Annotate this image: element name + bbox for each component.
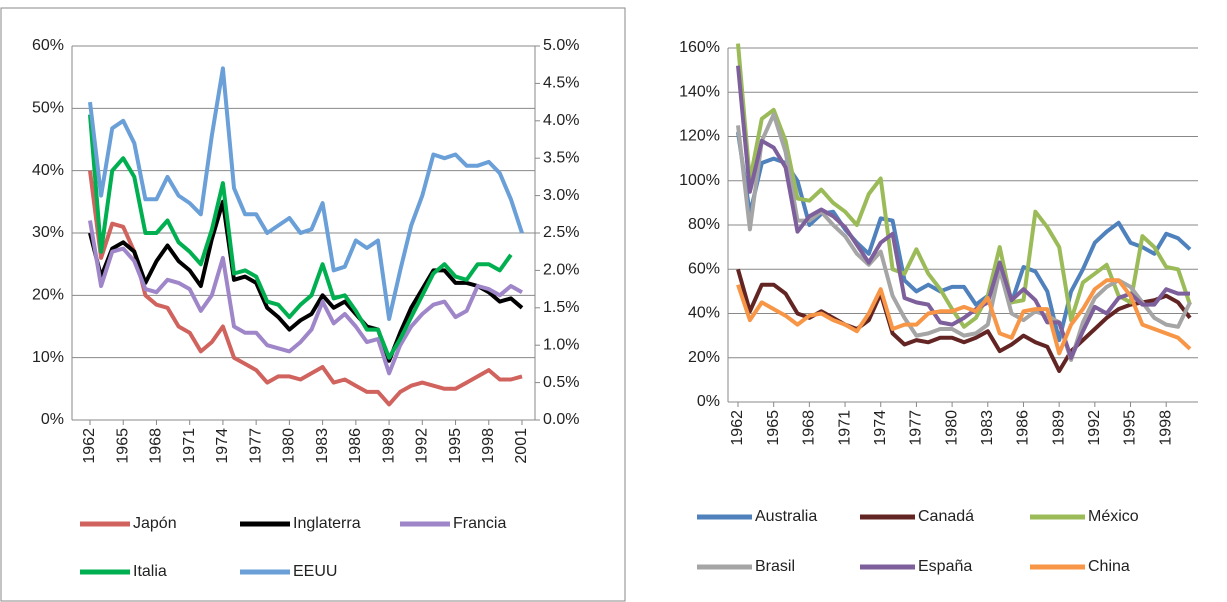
y2-tick-label: 0.0%: [543, 411, 579, 428]
y-tick-label: 10%: [32, 349, 64, 366]
y-tick-label: 50%: [32, 100, 64, 117]
x-tick-label: 1962: [81, 428, 98, 464]
series-line: [736, 65, 1190, 360]
legend-label: Japón: [133, 515, 177, 532]
y2-tick-label: 1.0%: [543, 336, 579, 353]
legend-label: Francia: [453, 515, 506, 532]
legend-label: España: [918, 558, 972, 575]
x-tick-label: 1983: [314, 428, 331, 464]
y2-tick-label: 3.0%: [543, 187, 579, 204]
chart-frame: [0, 7, 626, 602]
x-tick-label: 1962: [729, 410, 746, 446]
y-tick-label: 20%: [688, 349, 720, 366]
y-tick-label: 20%: [32, 287, 64, 304]
x-tick-label: 1974: [214, 428, 231, 464]
x-tick-label: 1977: [247, 428, 264, 464]
y-tick-label: 60%: [688, 260, 720, 277]
y-tick-label: 100%: [679, 172, 720, 189]
x-tick-label: 1998: [480, 428, 497, 464]
series-line: [88, 170, 523, 407]
series-line: [88, 66, 524, 321]
series-line: [736, 278, 1192, 356]
x-tick-label: 1995: [447, 428, 464, 464]
x-tick-label: 1992: [1086, 410, 1103, 446]
series-line: [88, 114, 513, 360]
x-tick-label: 1971: [181, 428, 198, 464]
y-tick-label: 40%: [32, 162, 64, 179]
x-tick-label: 1968: [148, 428, 165, 464]
series-line: [736, 43, 1192, 329]
y2-tick-label: 4.5%: [543, 75, 579, 92]
y-tick-label: 160%: [679, 39, 720, 56]
y-tick-label: 0%: [697, 393, 720, 410]
x-tick-label: 1965: [765, 410, 782, 446]
x-tick-label: 1971: [836, 410, 853, 446]
x-tick-label: 1980: [943, 410, 960, 446]
legend-label: Australia: [755, 508, 817, 525]
series-line: [736, 112, 1192, 362]
x-tick-label: 1977: [908, 410, 925, 446]
y-tick-label: 80%: [688, 216, 720, 233]
y-tick-label: 0%: [41, 411, 64, 428]
x-tick-label: 1995: [1122, 410, 1139, 446]
legend-label: Canadá: [918, 508, 974, 525]
y-tick-label: 30%: [32, 224, 64, 241]
y-tick-label: 60%: [32, 37, 64, 54]
y-tick-label: 140%: [679, 83, 720, 100]
y-tick-label: 120%: [679, 128, 720, 145]
x-tick-label: 1980: [281, 428, 298, 464]
legend-label: Inglaterra: [293, 515, 361, 532]
x-tick-label: 1986: [347, 428, 364, 464]
series-line: [736, 131, 1192, 343]
legend-label: Brasil: [755, 558, 795, 575]
x-tick-label: 2001: [513, 428, 530, 464]
y2-tick-label: 2.5%: [543, 224, 579, 241]
x-tick-label: 1986: [1015, 410, 1032, 446]
y2-tick-label: 5.0%: [543, 37, 579, 54]
x-tick-label: 1968: [801, 410, 818, 446]
y-tick-label: 40%: [688, 305, 720, 322]
x-tick-label: 1965: [114, 428, 131, 464]
legend-label: Italia: [133, 563, 167, 580]
y2-tick-label: 4.0%: [543, 112, 579, 129]
x-tick-label: 1983: [979, 410, 996, 446]
x-tick-label: 1998: [1157, 410, 1174, 446]
x-tick-label: 1989: [380, 428, 397, 464]
x-tick-label: 1989: [1050, 410, 1067, 446]
x-tick-label: 1992: [414, 428, 431, 464]
y2-tick-label: 3.5%: [543, 149, 579, 166]
series-line: [88, 220, 523, 376]
x-tick-label: 1974: [872, 410, 889, 446]
y2-tick-label: 1.5%: [543, 299, 579, 316]
legend-label: China: [1088, 558, 1130, 575]
y2-tick-label: 0.5%: [543, 374, 579, 391]
y2-tick-label: 2.0%: [543, 262, 579, 279]
legend-label: EEUU: [293, 563, 337, 580]
legend-label: México: [1088, 508, 1139, 525]
series-line: [88, 199, 524, 363]
